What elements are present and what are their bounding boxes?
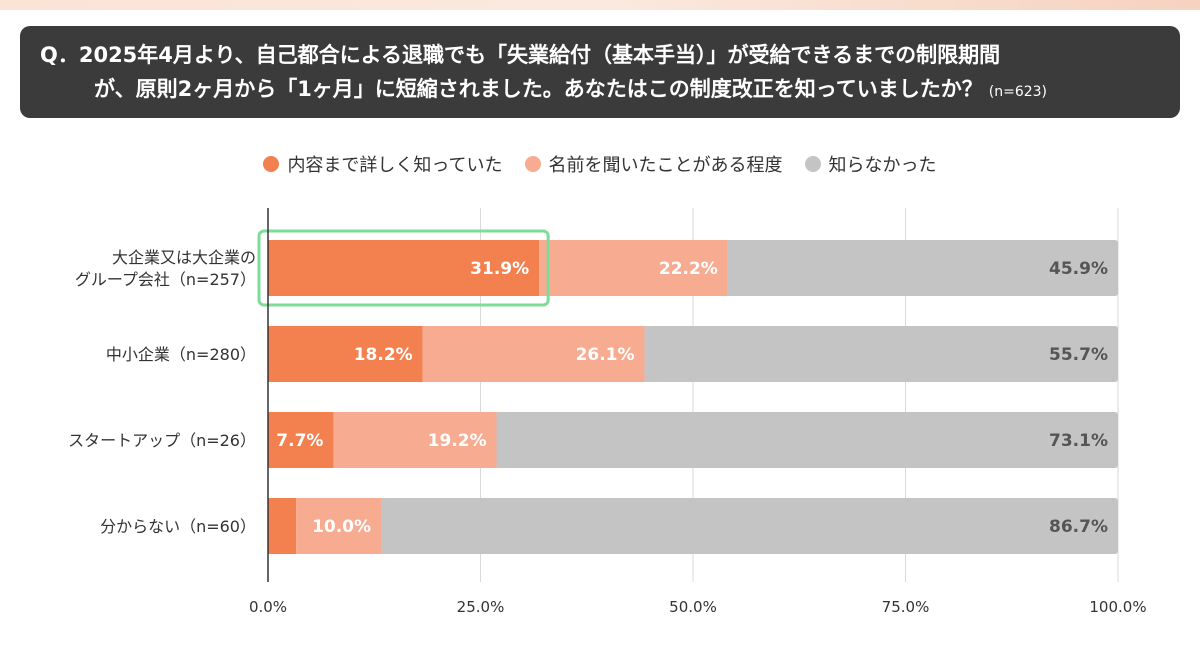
bar-segment (496, 412, 1118, 468)
data-label: 86.7% (1049, 517, 1108, 537)
data-label: 45.9% (1049, 259, 1108, 279)
sample-size: (n=623) (988, 84, 1047, 100)
category-label: グループ会社（n=257） (75, 270, 256, 289)
legend-swatch-name-only (524, 156, 541, 172)
bar-segment-edge (727, 240, 732, 296)
data-label: 26.1% (576, 345, 635, 365)
chart-legend: 内容まで詳しく知っていた 名前を聞いたことがある程度 知らなかった (0, 150, 1200, 178)
category-label: スタートアップ（n=26） (68, 431, 256, 450)
data-label: 55.7% (1049, 345, 1108, 365)
legend-label-detailed: 内容まで詳しく知っていた (287, 155, 503, 176)
data-label: 10.0% (312, 517, 371, 537)
legend-label-unaware: 知らなかった (828, 155, 937, 176)
legend-label-name-only: 名前を聞いたことがある程度 (548, 155, 783, 176)
legend-item-detailed: 内容まで詳しく知っていた (263, 151, 503, 177)
data-label: 19.2% (428, 431, 487, 451)
bar-segment (422, 326, 645, 382)
x-tick-label: 100.0% (1089, 598, 1146, 616)
data-label: 7.7% (276, 431, 323, 451)
x-tick-label: 25.0% (457, 598, 505, 616)
question-line-2: が、原則2ヶ月から「1ヶ月」に短縮されました。あなたはこの制度改正を知っていまし… (40, 72, 1162, 109)
data-label: 31.9% (470, 259, 529, 279)
data-label: 73.1% (1049, 431, 1108, 451)
category-label: 中小企業（n=280） (106, 345, 256, 364)
data-label: 22.2% (659, 259, 718, 279)
category-label: 分からない（n=60） (100, 517, 256, 536)
data-label: 18.2% (354, 345, 413, 365)
highlight-box (257, 229, 550, 307)
bar-segment-edge (496, 412, 501, 468)
bar-segment (727, 240, 1118, 296)
category-label: 大企業又は大企業の (112, 248, 256, 267)
question-banner: Q．2025年4月より、自己都合による退職でも「失業給付（基本手当）」が受給でき… (20, 26, 1180, 118)
bar-segment (268, 498, 297, 554)
x-tick-label: 75.0% (882, 598, 930, 616)
bar-segment-edge (644, 326, 649, 382)
legend-item-unaware: 知らなかった (804, 151, 937, 177)
question-line-1: Q．2025年4月より、自己都合による退職でも「失業給付（基本手当）」が受給でき… (40, 43, 1001, 67)
legend-swatch-unaware (804, 156, 821, 172)
question-line-2-text: が、原則2ヶ月から「1ヶ月」に短縮されました。あなたはこの制度改正を知っていまし… (94, 77, 983, 101)
legend-item-name-only: 名前を聞いたことがある程度 (524, 151, 783, 177)
bar-segment (644, 326, 1118, 382)
legend-swatch-detailed (263, 156, 280, 172)
top-decorative-band (0, 0, 1200, 10)
bar-segment (268, 240, 540, 296)
bar-segment (381, 498, 1118, 554)
bar-segment (268, 412, 334, 468)
bar-segment (333, 412, 497, 468)
bar-segment (296, 498, 382, 554)
bar-segment (268, 326, 423, 382)
x-tick-label: 50.0% (669, 598, 717, 616)
x-tick-label: 0.0% (249, 598, 287, 616)
bar-segment-edge (381, 498, 386, 554)
bar-segment (539, 240, 728, 296)
